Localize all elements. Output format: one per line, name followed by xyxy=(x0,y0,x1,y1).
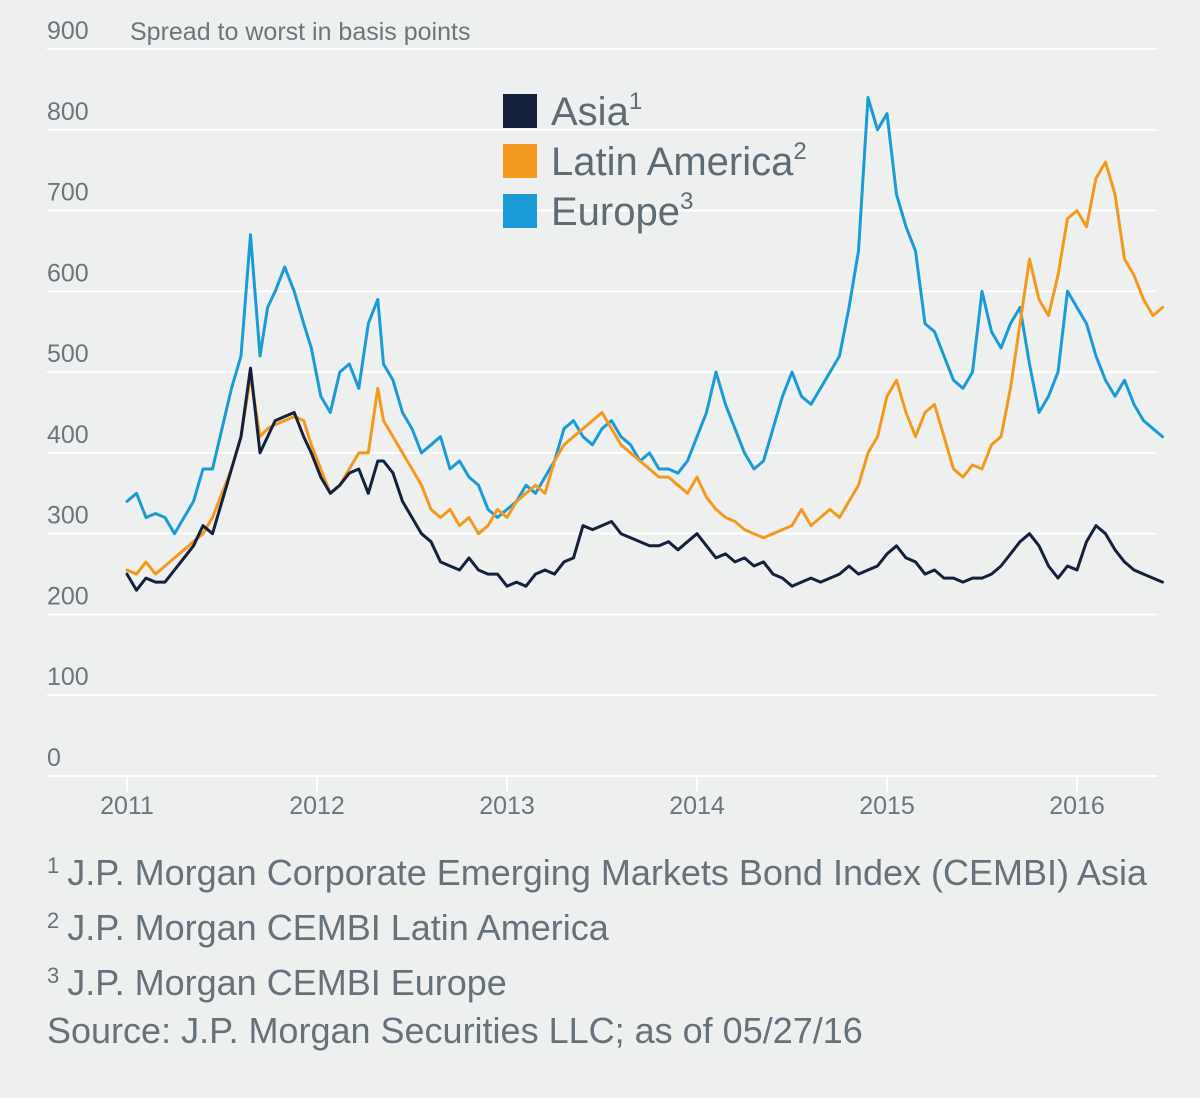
line-chart: 0 100 200 300 400 500 600 700 800 900 Spread to w… xyxy=(47,17,1164,820)
legend-label-asia: Asia1 xyxy=(551,88,642,134)
y-tick-700: 700 xyxy=(47,179,89,207)
y-tick-400: 400 xyxy=(47,421,89,449)
footnote-1-marker: 1 xyxy=(47,853,60,878)
legend-swatch-latin-america xyxy=(503,144,537,178)
footnote-3: 3 J.P. Morgan CEMBI Europe xyxy=(47,952,1177,1007)
legend-label-europe: Europe3 xyxy=(551,188,693,234)
gridlines xyxy=(47,48,1157,697)
y-axis-title: Spread to worst in basis points xyxy=(130,18,470,46)
x-tick-2016: 2016 xyxy=(1049,792,1105,820)
y-axis-ticks: 0 100 200 300 400 500 600 700 800 900 xyxy=(47,17,89,772)
x-axis: 2011 2012 2013 2014 2015 2016 xyxy=(47,775,1157,820)
y-tick-900: 900 xyxy=(47,17,89,45)
x-tick-2011: 2011 xyxy=(100,792,154,820)
legend-swatch-asia xyxy=(503,94,537,128)
y-tick-100: 100 xyxy=(47,663,89,691)
y-tick-300: 300 xyxy=(47,502,89,530)
x-tick-2012: 2012 xyxy=(289,792,345,820)
y-tick-500: 500 xyxy=(47,340,89,368)
footnote-2: 2 J.P. Morgan CEMBI Latin America xyxy=(47,897,1177,952)
y-tick-200: 200 xyxy=(47,582,89,610)
footnote-3-text: J.P. Morgan CEMBI Europe xyxy=(67,962,507,1003)
footnote-1-text: J.P. Morgan Corporate Emerging Markets B… xyxy=(67,852,1148,893)
legend-label-latin-america: Latin America2 xyxy=(551,138,807,184)
x-tick-2013: 2013 xyxy=(479,792,535,820)
footnote-2-marker: 2 xyxy=(47,908,60,933)
series-lines xyxy=(125,96,1164,592)
footnote-3-marker: 3 xyxy=(47,963,60,988)
y-tick-600: 600 xyxy=(47,259,89,287)
x-tick-2014: 2014 xyxy=(669,792,725,820)
legend-swatch-europe xyxy=(503,194,537,228)
source-note: Source: J.P. Morgan Securities LLC; as o… xyxy=(47,1010,863,1051)
footnote-2-text: J.P. Morgan CEMBI Latin America xyxy=(67,907,609,948)
x-tick-2015: 2015 xyxy=(859,792,915,820)
footnotes: 1 J.P. Morgan Corporate Emerging Markets … xyxy=(47,842,1177,1055)
series-line-asia xyxy=(125,366,1164,592)
footnote-1: 1 J.P. Morgan Corporate Emerging Markets … xyxy=(47,842,1177,897)
y-tick-800: 800 xyxy=(47,98,89,126)
y-tick-0: 0 xyxy=(47,744,61,772)
